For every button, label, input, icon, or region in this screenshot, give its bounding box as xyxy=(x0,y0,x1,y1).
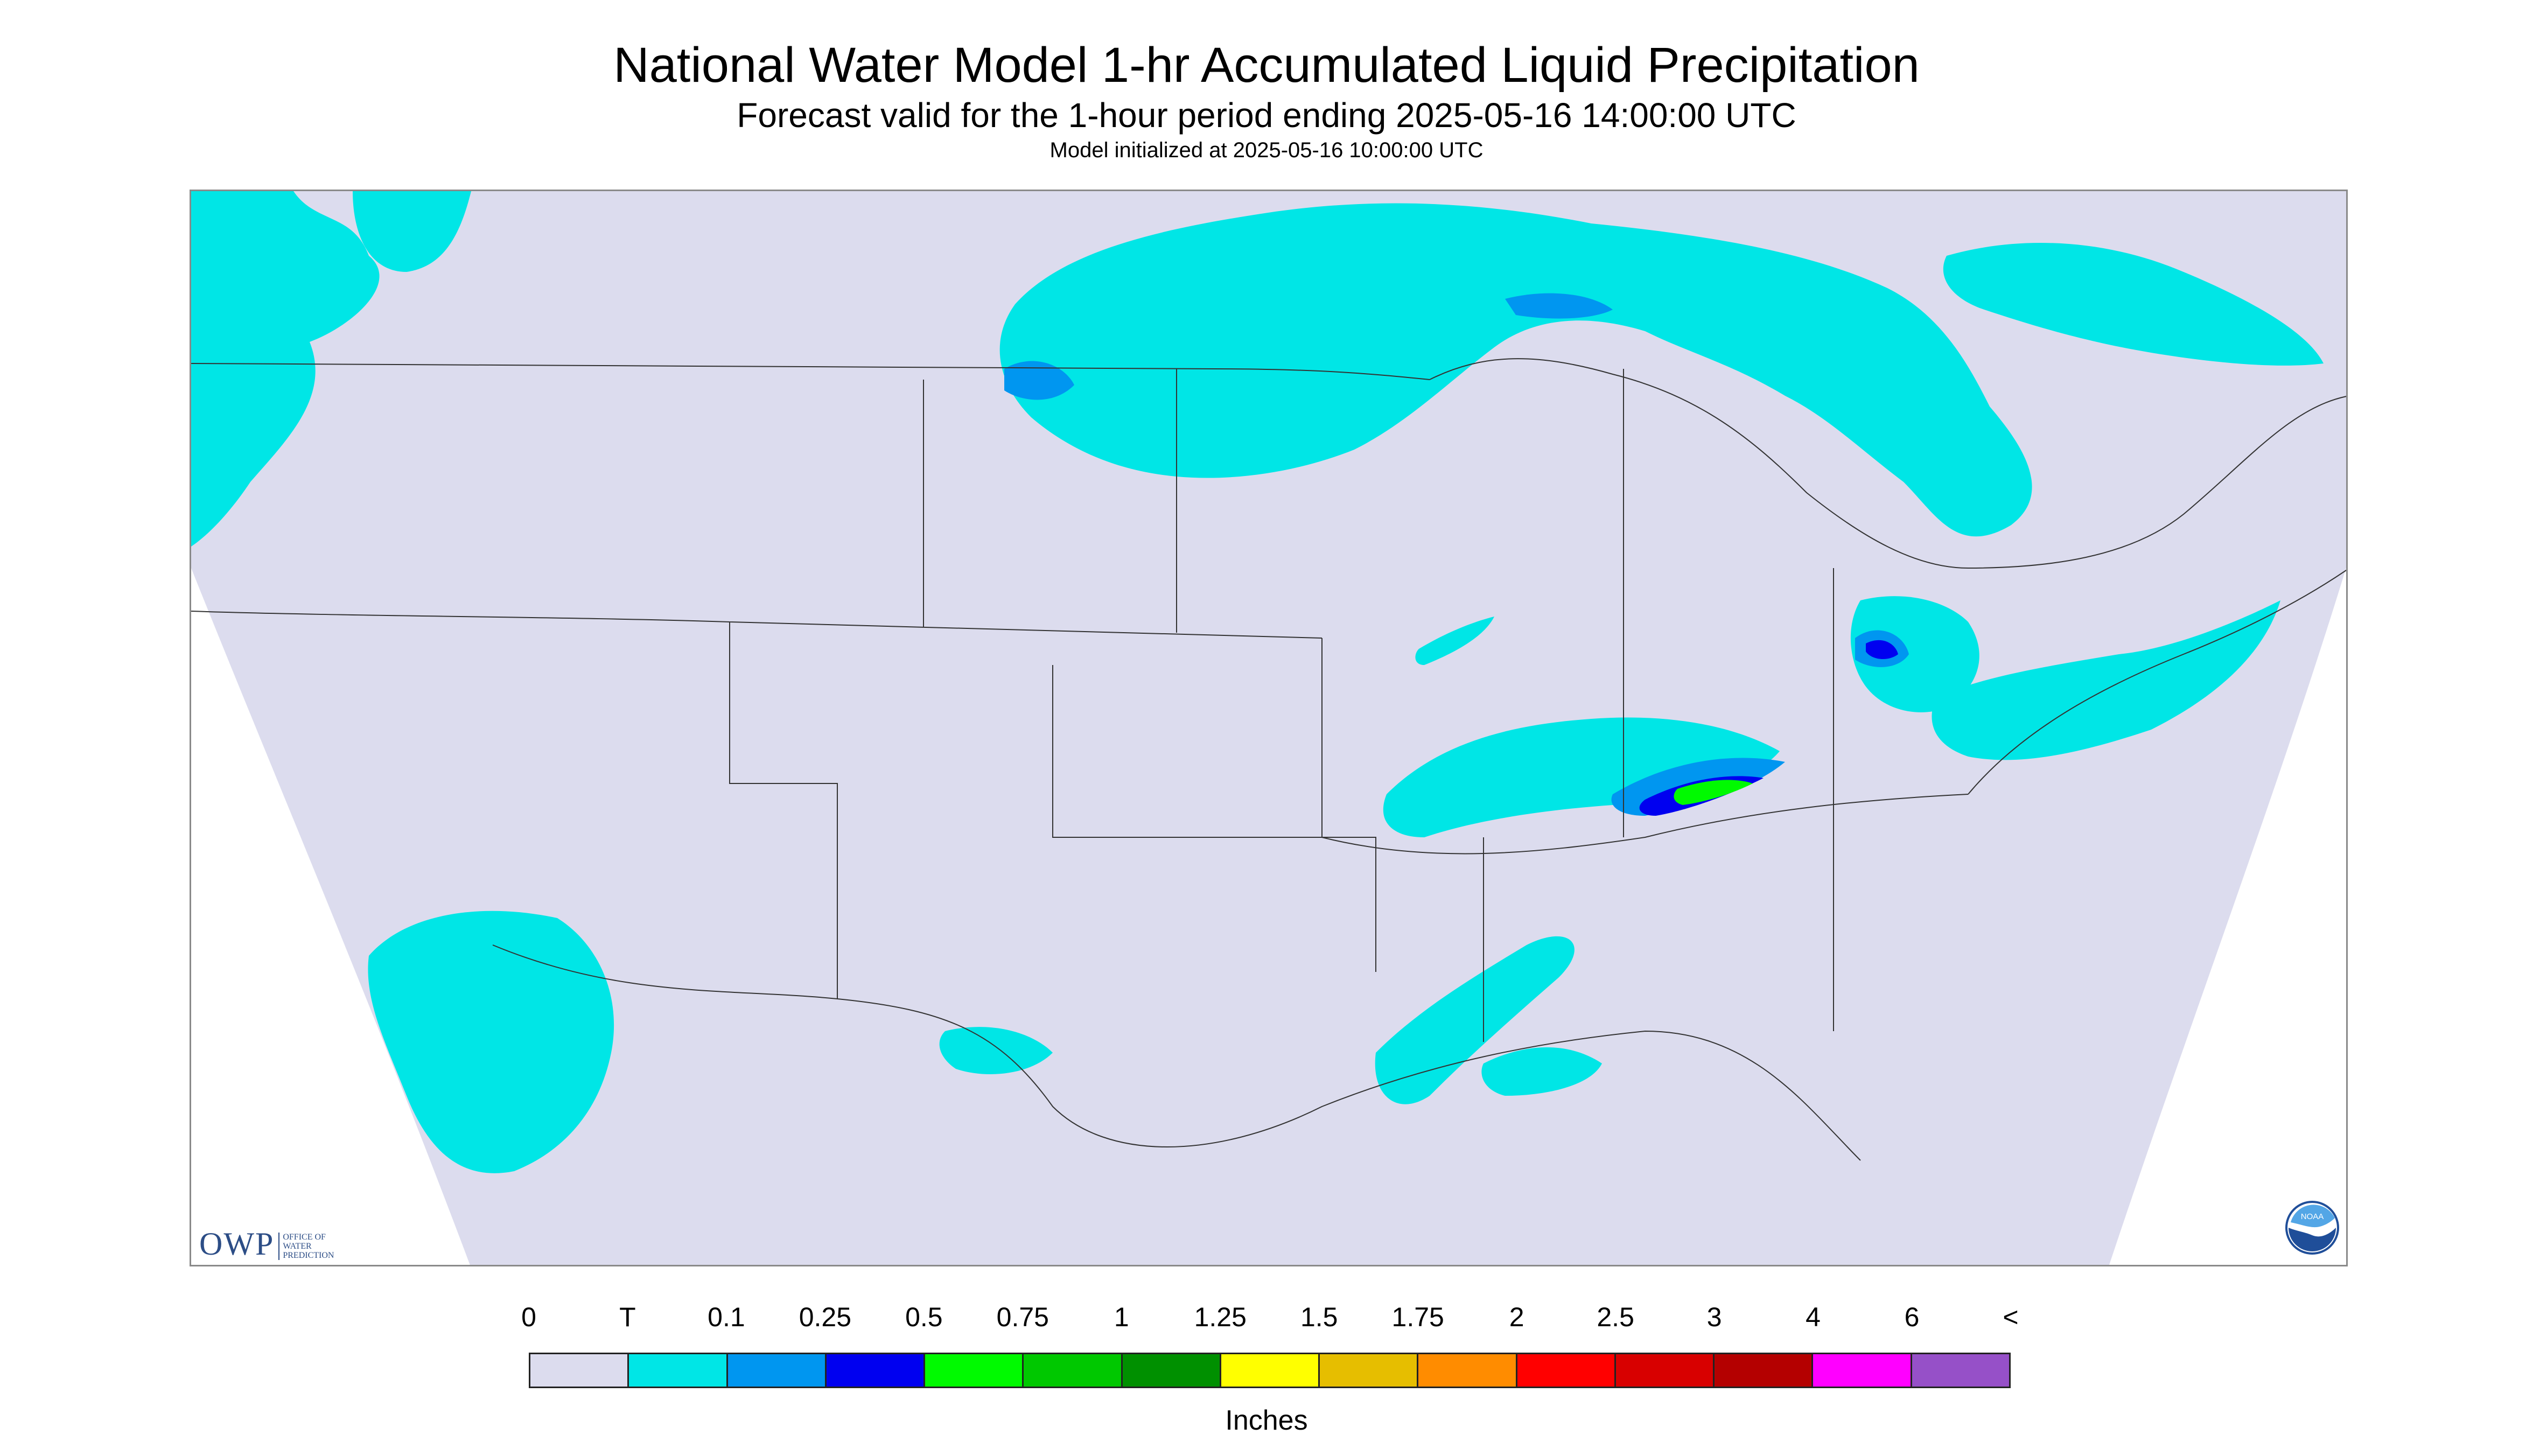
legend-color-bar xyxy=(529,1353,2011,1388)
noaa-logo: NOAA xyxy=(2285,1201,2339,1255)
legend-swatch xyxy=(1517,1354,1616,1387)
legend-swatch xyxy=(826,1354,926,1387)
legend-swatch xyxy=(1715,1354,1814,1387)
map-canvas xyxy=(191,191,2346,1265)
legend-tick-label: 0 xyxy=(521,1302,536,1332)
legend-tick-label: 4 xyxy=(1806,1302,1821,1332)
model-domain xyxy=(191,191,2346,1265)
owp-logo-line: OFFICE OF xyxy=(283,1233,326,1242)
legend-swatch xyxy=(530,1354,629,1387)
legend-units: Inches xyxy=(1225,1405,1308,1436)
legend-labels: 0 T 0.1 0.25 0.5 0.75 1 1.25 1.5 1.75 2 2.5 3 4 6 < xyxy=(0,1301,2533,1339)
legend-swatch xyxy=(1320,1354,1419,1387)
legend-swatch xyxy=(1418,1354,1517,1387)
owp-logo-text: OFFICE OF WATER PREDICTION xyxy=(278,1233,334,1260)
legend-tick-label: 0.1 xyxy=(708,1302,745,1332)
legend-tick-label: 2 xyxy=(1509,1302,1524,1332)
trace-precip-areas xyxy=(191,191,2324,1173)
legend-tick-label: 0.75 xyxy=(996,1302,1049,1332)
legend-swatch xyxy=(1122,1354,1221,1387)
legend-tick-label: 2.5 xyxy=(1597,1302,1634,1332)
legend-swatch xyxy=(1813,1354,1912,1387)
legend-swatch xyxy=(727,1354,827,1387)
legend-swatch xyxy=(1024,1354,1123,1387)
legend-swatch xyxy=(629,1354,728,1387)
legend-swatch xyxy=(1615,1354,1715,1387)
legend-swatch xyxy=(1912,1354,2009,1387)
legend-tick-label: T xyxy=(619,1302,636,1332)
legend-swatch xyxy=(1221,1354,1320,1387)
owp-logo-line: PREDICTION xyxy=(283,1251,334,1260)
map-title: National Water Model 1-hr Accumulated Li… xyxy=(613,38,1920,93)
precipitation-map xyxy=(190,190,2348,1266)
model-init-time: Model initialized at 2025-05-16 10:00:00… xyxy=(1049,138,1484,162)
heavy-precip-areas xyxy=(1674,780,1753,805)
political-boundaries xyxy=(191,358,2346,1161)
legend-tick-label: 6 xyxy=(1904,1302,1920,1332)
legend-tick-label: < xyxy=(2003,1302,2019,1332)
legend-tick-label: 1.75 xyxy=(1391,1302,1444,1332)
owp-logo: OWP OFFICE OF WATER PREDICTION xyxy=(199,1222,334,1260)
legend-tick-label: 1.25 xyxy=(1194,1302,1247,1332)
owp-logo-letters: OWP xyxy=(199,1226,275,1262)
noaa-logo-text: NOAA xyxy=(2301,1212,2324,1221)
legend-tick-label: 1 xyxy=(1114,1302,1129,1332)
forecast-valid-subtitle: Forecast valid for the 1-hour period end… xyxy=(737,96,1796,135)
legend-tick-label: 0.25 xyxy=(799,1302,852,1332)
legend-tick-label: 3 xyxy=(1706,1302,1722,1332)
legend-tick-label: 1.5 xyxy=(1300,1302,1338,1332)
legend-tick-label: 0.5 xyxy=(905,1302,943,1332)
owp-logo-line: WATER xyxy=(283,1242,312,1251)
legend-swatch xyxy=(925,1354,1024,1387)
